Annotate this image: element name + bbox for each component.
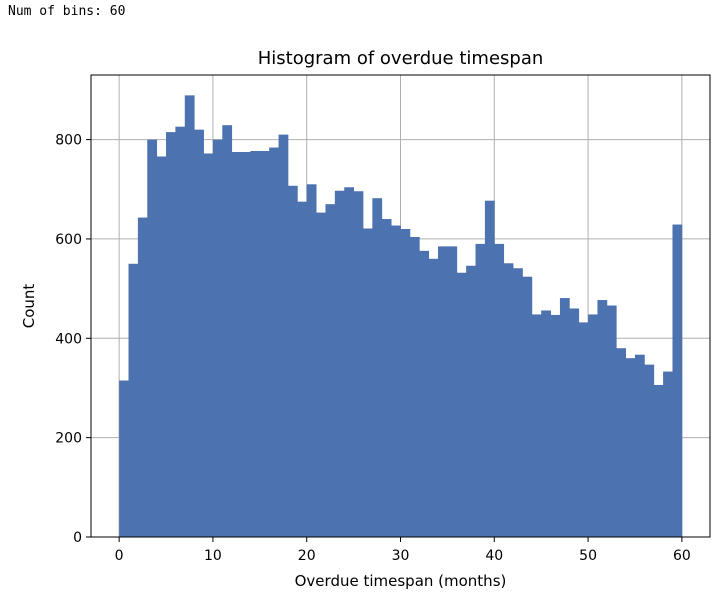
y-tick-label: 0 (73, 530, 82, 546)
histogram-bar (494, 243, 505, 537)
histogram-bar (119, 380, 129, 537)
histogram-bar (231, 152, 242, 537)
y-tick-label: 400 (55, 331, 82, 347)
x-tick-label: 30 (392, 548, 410, 564)
histogram-bar (616, 348, 626, 537)
histogram-bar (456, 272, 467, 537)
histogram-bar (287, 185, 298, 537)
histogram-bar (259, 151, 270, 537)
histogram-bar (194, 129, 204, 538)
x-tick-label: 40 (485, 548, 503, 564)
histogram-bar (175, 126, 186, 537)
x-axis-label: Overdue timespan (months) (295, 572, 507, 590)
histogram-bar (475, 243, 486, 537)
histogram-bar (241, 152, 251, 537)
histogram-bar (250, 151, 261, 537)
x-tick-label: 10 (204, 548, 222, 564)
histogram-bar (166, 132, 176, 537)
histogram-bar (362, 228, 373, 537)
histogram-bar (409, 236, 420, 538)
histogram-bar (522, 276, 533, 537)
histogram-bar (550, 314, 561, 537)
histogram-bar (578, 322, 589, 537)
histogram-bar (381, 219, 392, 537)
histogram-bar (541, 310, 551, 537)
histogram-bar (447, 246, 458, 538)
histogram-bar (316, 212, 326, 537)
histogram-bar (278, 134, 289, 537)
x-tick-label: 60 (673, 548, 691, 564)
histogram-bar (644, 364, 655, 537)
y-axis-ticks: 0 200 400 600 800 (55, 133, 91, 546)
histogram-bar (466, 265, 476, 537)
histogram-bar (147, 139, 158, 538)
x-tick-label: 0 (115, 548, 124, 564)
x-axis-ticks: 0 10 20 30 40 50 60 (115, 537, 691, 564)
y-tick-label: 600 (55, 232, 82, 248)
histogram-bar (672, 224, 683, 537)
histogram-bar (400, 229, 411, 537)
console-output: Num of bins: 60 (8, 4, 126, 19)
histogram-bar (137, 217, 148, 537)
y-tick-label: 200 (55, 431, 82, 447)
histogram-bar (597, 300, 608, 537)
histogram-bar (269, 147, 279, 537)
histogram-bar (653, 384, 664, 537)
histogram-bar (569, 308, 580, 537)
histogram-bar (222, 125, 233, 537)
histogram-bar (513, 268, 523, 537)
histogram-bar (663, 371, 673, 537)
histogram-bar (559, 298, 570, 537)
histogram-bar (391, 225, 401, 537)
x-tick-label: 20 (298, 548, 316, 564)
histogram-bar (372, 198, 383, 537)
histogram-bar (156, 156, 167, 538)
histogram-bar (634, 354, 645, 537)
x-tick-label: 50 (579, 548, 597, 564)
histogram-bar (334, 190, 345, 537)
histogram-bar (428, 258, 439, 537)
histogram-bar (297, 201, 308, 537)
histogram-bar (419, 250, 430, 537)
histogram-bar (184, 95, 195, 538)
y-tick-label: 800 (55, 133, 82, 149)
histogram-bar (353, 191, 364, 537)
histogram-bar (344, 187, 355, 537)
histogram-bar (503, 263, 514, 537)
histogram-bar (325, 204, 336, 537)
histogram-bar (306, 184, 317, 537)
histogram-bar (212, 139, 223, 538)
histogram-bar (625, 358, 636, 537)
histogram-bar (203, 153, 214, 537)
histogram-bar (128, 263, 139, 537)
histogram-bar (438, 246, 448, 538)
histogram-bars (119, 95, 683, 538)
histogram-bar (606, 305, 617, 537)
chart-title: Histogram of overdue timespan (258, 48, 544, 69)
histogram-bar (531, 314, 542, 537)
histogram-bar (484, 200, 495, 537)
y-axis-label: Count (20, 284, 38, 329)
histogram-bar (588, 314, 598, 537)
